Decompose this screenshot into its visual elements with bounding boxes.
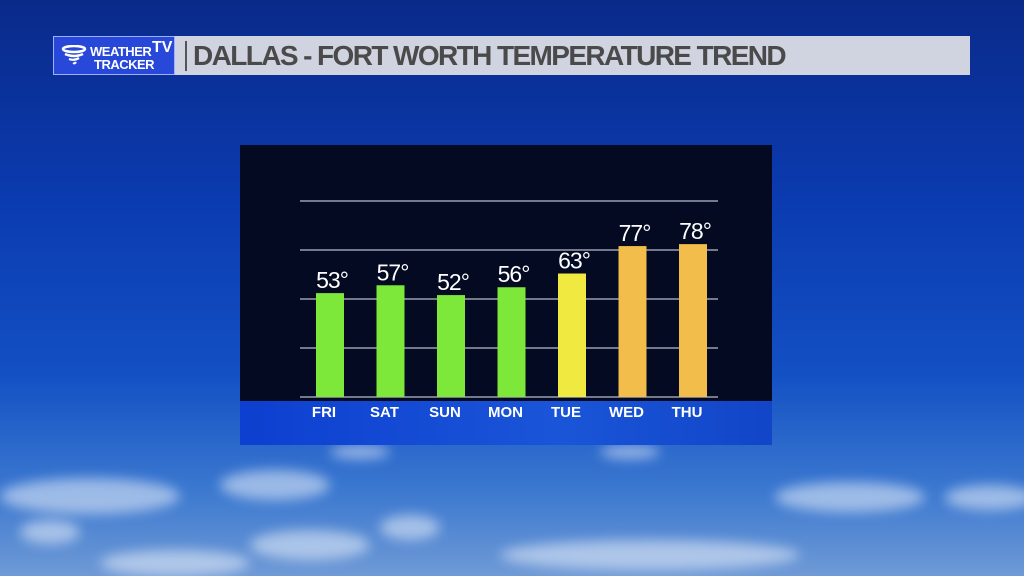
- data-label: 53°: [316, 267, 348, 293]
- title-bar: WEATHER TRACKER TV DALLAS - FORT WORTH T…: [53, 36, 970, 75]
- bar-sun: [437, 295, 465, 397]
- divider: [185, 41, 187, 71]
- cloud: [250, 530, 370, 560]
- cloud: [100, 550, 250, 576]
- logo-badge: TV: [152, 39, 173, 56]
- bar-thu: [679, 244, 707, 397]
- day-label: FRI: [312, 404, 336, 421]
- weather-tracker-logo: WEATHER TRACKER TV: [53, 36, 175, 75]
- day-label: SUN: [429, 404, 461, 421]
- cloud: [600, 445, 660, 459]
- data-label: 57°: [377, 259, 409, 285]
- data-label: 77°: [619, 220, 651, 246]
- bar-tue: [558, 273, 586, 397]
- bar-mon: [497, 287, 526, 397]
- data-label: 78°: [679, 218, 711, 244]
- page-title: DALLAS - FORT WORTH TEMPERATURE TREND: [193, 40, 787, 71]
- logo-text: WEATHER: [90, 44, 152, 59]
- temperature-bar-chart: 53° FRI 57° SAT 52° SUN 56° MON 63° TUE 77° WED 78° T…: [300, 200, 718, 421]
- bar-fri: [316, 293, 344, 397]
- cloud: [775, 482, 925, 512]
- logo-text: TRACKER: [94, 57, 155, 72]
- cloud: [20, 520, 80, 544]
- cloud: [0, 478, 180, 514]
- cloud: [380, 515, 440, 540]
- tornado-icon: [61, 45, 87, 65]
- cloud: [220, 470, 330, 500]
- day-label: MON: [488, 404, 523, 421]
- day-label: THU: [672, 404, 703, 421]
- data-label: 56°: [498, 261, 530, 287]
- day-label: WED: [609, 404, 644, 421]
- data-label: 63°: [558, 248, 590, 274]
- chart-panel: 53° FRI 57° SAT 52° SUN 56° MON 63° TUE 77° WED 78° T…: [240, 145, 772, 445]
- day-label-band: [240, 401, 772, 445]
- bar-sat: [376, 285, 405, 397]
- data-label: 52°: [437, 269, 469, 295]
- cloud: [330, 445, 390, 459]
- day-label: TUE: [551, 404, 581, 421]
- cloud: [945, 485, 1024, 510]
- bar-wed: [618, 246, 647, 397]
- day-label: SAT: [370, 404, 399, 421]
- cloud: [500, 540, 800, 570]
